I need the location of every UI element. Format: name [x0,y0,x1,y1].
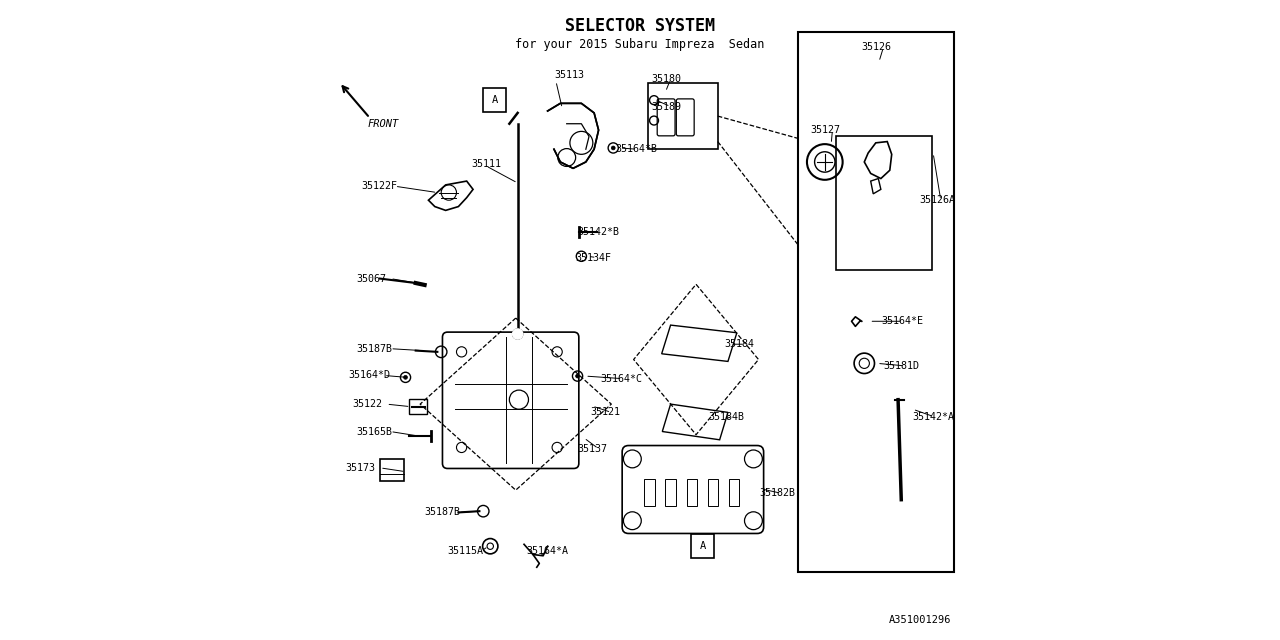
Text: 35173: 35173 [346,463,375,473]
Text: 35115A: 35115A [448,546,484,556]
Text: 35126A: 35126A [919,195,955,205]
Text: for your 2015 Subaru Impreza  Sedan: for your 2015 Subaru Impreza Sedan [516,38,764,51]
Text: A351001296: A351001296 [888,614,951,625]
Text: 35164*E: 35164*E [881,316,923,326]
Polygon shape [662,325,737,362]
Bar [648,83,718,149]
Text: 35164*A: 35164*A [526,546,568,556]
Text: 35122: 35122 [352,399,381,409]
FancyBboxPatch shape [443,332,579,468]
Text: 35067: 35067 [356,273,387,284]
Text: 35164*C: 35164*C [600,374,643,383]
Text: 35134F: 35134F [575,253,611,262]
Bar [730,479,740,506]
Text: 35182B: 35182B [760,488,796,499]
Text: 35187B: 35187B [356,344,393,354]
Polygon shape [662,404,728,440]
Text: 35137: 35137 [577,444,608,454]
Text: 35184: 35184 [724,339,754,349]
Bar [836,136,932,270]
Bar [691,534,714,558]
Bar [380,459,404,481]
Text: 35184B: 35184B [709,412,745,422]
Text: 35142*A: 35142*A [913,412,955,422]
Circle shape [612,146,616,150]
FancyBboxPatch shape [676,99,694,136]
Text: SELECTOR SYSTEM: SELECTOR SYSTEM [564,17,716,35]
Bar [687,479,698,506]
Text: 35165B: 35165B [356,426,393,436]
Text: A: A [699,541,705,551]
Text: 35121: 35121 [590,408,621,417]
Bar [644,479,654,506]
Text: 35127: 35127 [810,125,841,135]
Text: FRONT: FRONT [367,119,399,129]
Bar [666,479,676,506]
Text: 35181D: 35181D [883,361,919,371]
Bar [410,399,428,414]
Circle shape [576,374,580,378]
Text: 35113: 35113 [554,70,584,79]
Text: 35164*B: 35164*B [616,144,658,154]
FancyBboxPatch shape [657,99,675,136]
Bar [484,88,506,112]
Text: 35164*D: 35164*D [348,371,390,380]
Text: 35122F: 35122F [361,181,397,191]
Polygon shape [429,181,474,211]
FancyBboxPatch shape [622,445,764,534]
Bar [797,32,954,572]
Text: 35180: 35180 [652,74,681,84]
Text: 35126: 35126 [861,42,892,52]
Text: 35142*B: 35142*B [577,227,620,237]
Text: A: A [492,95,498,105]
Text: 35189: 35189 [652,102,681,111]
Text: 35111: 35111 [471,159,502,169]
Bar [708,479,718,506]
Text: 35187B: 35187B [425,508,461,518]
Polygon shape [864,141,892,179]
Circle shape [403,376,407,380]
Polygon shape [870,179,881,194]
Circle shape [512,329,522,339]
Polygon shape [548,103,599,168]
